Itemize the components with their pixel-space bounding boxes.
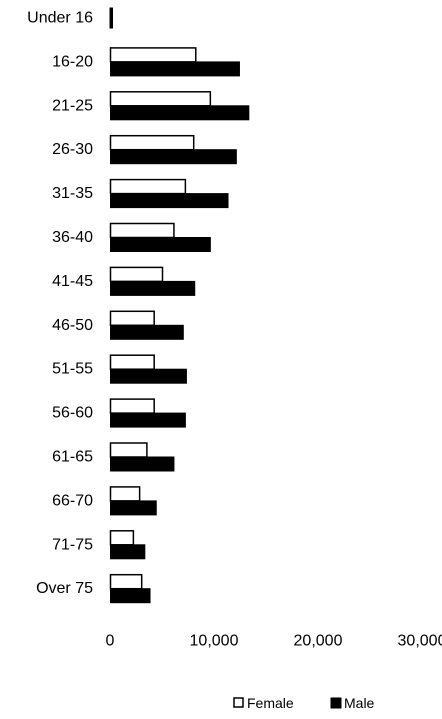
bar-female	[109, 442, 148, 458]
category-label: 46-50	[52, 317, 93, 334]
category-label: 66-70	[52, 492, 93, 509]
bar-male	[110, 105, 250, 121]
category-label: 36-40	[52, 229, 93, 246]
legend: Female Male	[233, 695, 375, 711]
bar-male	[110, 280, 196, 296]
bar-male	[110, 544, 146, 560]
category-label: Over 75	[36, 580, 93, 597]
bar-male	[110, 456, 175, 472]
x-tick-label: 20,000	[294, 633, 343, 650]
bar-male	[110, 61, 240, 77]
category-label: 61-65	[52, 449, 93, 466]
bar-male	[109, 7, 113, 29]
bar-female	[109, 178, 187, 195]
bar-male	[110, 193, 229, 209]
bar-male	[110, 412, 186, 428]
x-tick-label: 10,000	[190, 633, 239, 650]
bar-female	[109, 573, 143, 590]
bar-male	[110, 368, 187, 384]
bar-female	[109, 222, 175, 239]
legend-swatch-male	[330, 697, 342, 709]
bar-female	[109, 398, 155, 414]
x-tick-labels: 0 10,000 20,000 30,000	[106, 633, 442, 650]
category-label: Under 16	[27, 10, 93, 27]
bar-female	[109, 530, 135, 546]
legend-label-female: Female	[247, 695, 294, 711]
category-labels: Under 16 16-20 21-25 26-30 31-35 36-40 41-45 46…	[27, 10, 93, 598]
bar-male	[110, 237, 211, 252]
category-label: 51-55	[52, 361, 93, 378]
legend-swatch-female	[233, 697, 244, 708]
category-label: 31-35	[52, 185, 93, 202]
bar-female	[109, 310, 155, 327]
category-label: 71-75	[52, 536, 93, 553]
bar-female	[109, 354, 155, 370]
bar-female	[109, 134, 195, 151]
bar-female	[109, 47, 197, 63]
x-tick-label: 0	[106, 633, 115, 650]
bar-male	[110, 149, 237, 165]
bar-male	[110, 588, 151, 604]
bar-female	[109, 91, 212, 107]
bar-male	[110, 324, 184, 340]
x-tick-label: 30,000	[398, 633, 442, 650]
bar-female	[109, 266, 164, 283]
category-label: 16-20	[52, 53, 93, 70]
category-label: 56-60	[52, 405, 93, 422]
bar-female	[109, 486, 141, 502]
bars	[109, 7, 250, 604]
category-label: 21-25	[52, 97, 93, 114]
bar-male	[110, 500, 157, 516]
legend-label-male: Male	[344, 695, 375, 711]
category-label: 41-45	[52, 273, 93, 290]
category-label: 26-30	[52, 141, 93, 158]
